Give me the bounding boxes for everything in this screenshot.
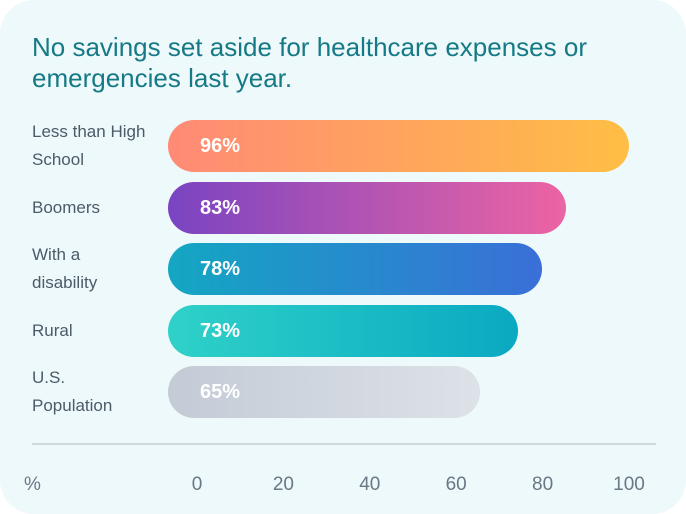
x-tick-label: 0 [191,474,203,495]
category-label: Boomers [32,194,157,222]
category-label-line: U.S. [32,368,66,387]
bar: 78% [168,243,543,295]
bar: 65% [168,366,480,418]
bar-value-label: 83% [200,196,241,219]
bar-value-label: 73% [200,319,241,342]
category-label-line: Rural [32,320,73,340]
x-tick-label: 40 [359,474,381,495]
bar: 96% [168,120,629,172]
bar: 73% [168,304,519,357]
bar: 83% [168,181,567,234]
category-label-line: Less than High [32,122,146,141]
x-axis-unit-label: % [24,474,41,495]
category-label: Less than High School [32,118,157,174]
category-label-line: School [32,150,84,169]
bar-value-label: 78% [200,258,241,280]
x-tick-label: 60 [445,474,467,495]
category-label: Rural [32,317,157,345]
bar-value-label: 96% [200,135,241,157]
category-label-line: With a [32,245,81,264]
category-label: With a disability [32,241,157,297]
category-label-line: Boomers [32,197,101,217]
chart-title: No savings set aside for healthcare expe… [32,32,587,93]
bar-value-label: 65% [200,381,241,403]
x-tick-label: 20 [272,474,294,495]
x-axis-line [32,443,656,445]
category-label-line: disability [32,273,98,292]
x-tick-label: 100 [613,474,645,495]
category-label: U.S. Population [32,364,157,420]
x-tick-label: 80 [532,474,554,495]
category-label-line: Population [32,396,113,415]
